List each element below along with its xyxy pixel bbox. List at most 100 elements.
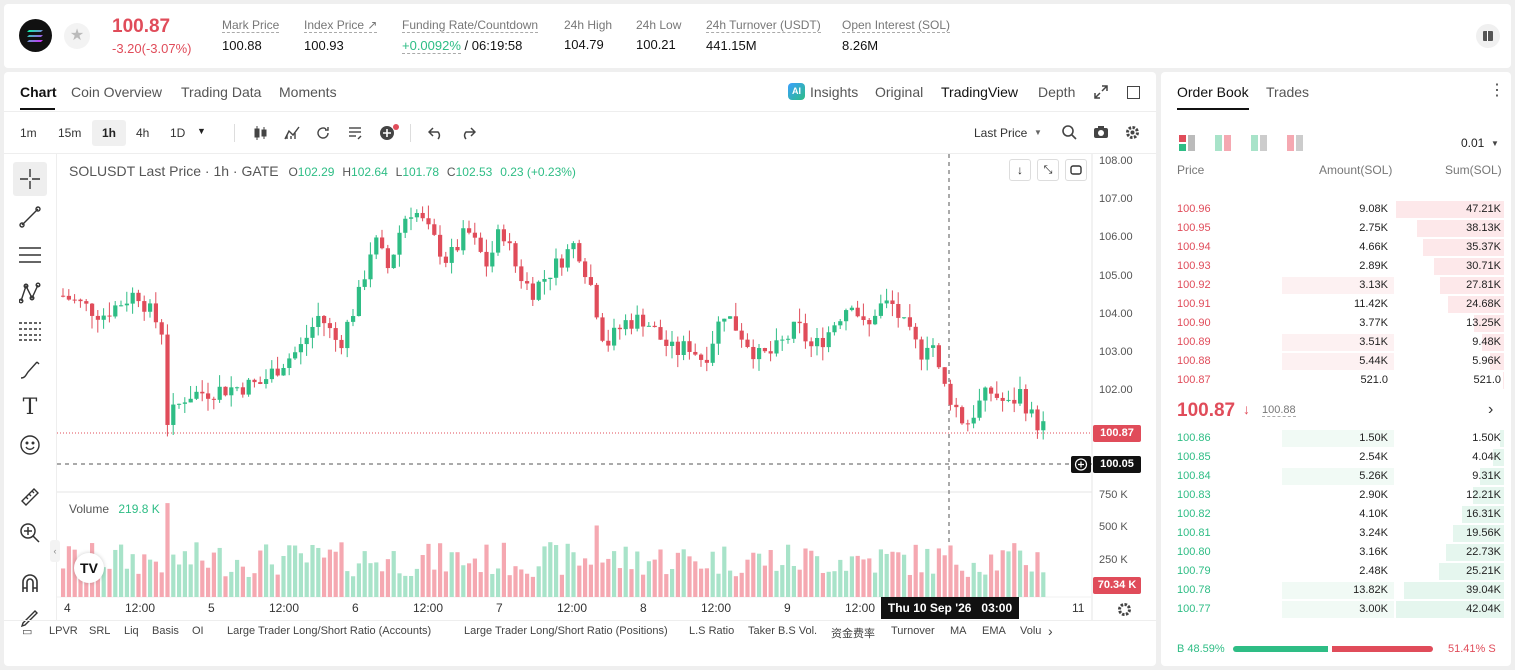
indicators-icon[interactable] (284, 125, 300, 144)
window-icon[interactable] (1127, 86, 1140, 99)
candle-type-icon[interactable] (253, 125, 269, 144)
pattern-tool-icon[interactable] (13, 276, 47, 310)
bid-row[interactable]: 100.80 3.16K 22.73K (1172, 543, 1504, 562)
pencil-lock-tool-icon[interactable] (13, 605, 47, 631)
indicator-shortcut[interactable]: Basis (152, 625, 179, 637)
indicator-shortcut[interactable]: L.S Ratio (689, 625, 735, 637)
templates-icon[interactable] (347, 125, 363, 144)
indicator-shortcut[interactable]: Liq (124, 625, 139, 637)
ask-row[interactable]: 100.89 3.51K 9.48K (1172, 333, 1504, 352)
view-buys-icon[interactable] (1215, 135, 1231, 154)
add-alert-icon[interactable] (379, 124, 399, 145)
bid-row[interactable]: 100.82 4.10K 16.31K (1172, 505, 1504, 524)
emoji-tool-icon[interactable] (13, 428, 47, 462)
text-tool-icon[interactable]: T (22, 394, 38, 420)
indicator-shortcut[interactable]: Turnover (891, 625, 935, 637)
indicator-shortcut[interactable]: Volu (1020, 625, 1042, 637)
tab-depth[interactable]: Depth (1038, 84, 1076, 100)
collapse-legend-icon[interactable]: ⤡ (1037, 159, 1059, 181)
stat-open-interest[interactable]: Open Interest (SOL) 8.26M (842, 18, 951, 53)
bid-row[interactable]: 100.84 5.26K 9.31K (1172, 467, 1504, 486)
trend-line-tool-icon[interactable] (13, 200, 47, 234)
scroll-to-bottom-icon[interactable]: ↓ (1009, 159, 1031, 181)
indicator-grid-icon[interactable]: ▭ (22, 626, 33, 638)
indicator-scroll-right-icon[interactable]: › (1048, 623, 1053, 639)
ask-row[interactable]: 100.95 2.75K 38.13K (1172, 219, 1504, 238)
bid-row[interactable]: 100.83 2.90K 12.21K (1172, 486, 1504, 505)
ask-row[interactable]: 100.91 11.42K 24.68K (1172, 295, 1504, 314)
stat-funding-rate[interactable]: Funding Rate/Countdown +0.0092% / 06:19:… (402, 18, 539, 54)
indicator-shortcut[interactable]: 资金费率 (831, 628, 875, 640)
bid-row[interactable]: 100.78 13.82K 39.04K (1172, 581, 1504, 600)
ask-row[interactable]: 100.96 9.08K 47.21K (1172, 200, 1504, 219)
orderbook-menu-icon[interactable]: ⋮ (1489, 82, 1505, 99)
ask-row[interactable]: 100.90 3.77K 13.25K (1172, 314, 1504, 333)
indicator-shortcut[interactable]: Large Trader Long/Short Ratio (Positions… (464, 625, 668, 637)
tab-trades[interactable]: Trades (1266, 84, 1310, 100)
indicator-shortcut[interactable]: EMA (982, 625, 1006, 637)
fib-tool-icon[interactable] (13, 314, 47, 348)
interval-dropdown-icon[interactable]: ▼ (197, 126, 206, 136)
search-icon[interactable] (1062, 125, 1077, 143)
interval-4h[interactable]: 4h (136, 126, 150, 140)
interval-1d[interactable]: 1D (170, 126, 186, 140)
ask-row[interactable]: 100.92 3.13K 27.81K (1172, 276, 1504, 295)
stat-24h-turnover[interactable]: 24h Turnover (USDT) 441.15M (706, 18, 821, 53)
view-sells-only-icon[interactable] (1287, 135, 1303, 154)
bid-row[interactable]: 100.79 2.48K 25.21K (1172, 562, 1504, 581)
zoom-in-tool-icon[interactable] (13, 516, 47, 550)
bid-row[interactable]: 100.86 1.50K 1.50K (1172, 429, 1504, 448)
undo-icon[interactable] (427, 126, 444, 143)
interval-15m[interactable]: 15m (58, 126, 82, 140)
tab-original[interactable]: Original (875, 84, 924, 100)
indicator-shortcut[interactable]: OI (192, 625, 204, 637)
bid-row[interactable]: 100.77 3.00K 42.04K (1172, 600, 1504, 619)
interval-1h-active[interactable]: 1h (92, 120, 126, 146)
book-icon[interactable] (1476, 24, 1500, 48)
candlestick-chart[interactable] (57, 154, 1154, 620)
tab-insights[interactable]: Insights (810, 84, 859, 100)
time-axis-settings-icon[interactable] (1117, 602, 1132, 620)
compare-icon[interactable] (315, 125, 331, 144)
interval-1m[interactable]: 1m (20, 126, 37, 140)
more-chevron-icon[interactable]: › (1488, 401, 1494, 418)
expand-icon[interactable] (1093, 84, 1109, 100)
view-both-icon[interactable] (1179, 135, 1195, 154)
price-type-select[interactable]: Last Price (974, 126, 1028, 140)
indicator-shortcut[interactable]: MA (950, 625, 967, 637)
view-buys-only-icon[interactable] (1251, 135, 1267, 154)
favorite-star-icon[interactable]: ★ (64, 23, 90, 49)
indicator-shortcut[interactable]: LPVR (49, 625, 78, 637)
maximize-pane-icon[interactable] (1065, 159, 1087, 181)
stat-index-price[interactable]: Index Price ↗ 100.93 (304, 18, 378, 53)
bid-row[interactable]: 100.81 3.24K 19.56K (1172, 524, 1504, 543)
indicator-shortcut[interactable]: Taker B.S Vol. (748, 625, 818, 637)
magnet-tool-icon[interactable] (13, 567, 47, 601)
horizontal-lines-tool-icon[interactable] (13, 238, 47, 272)
ruler-tool-icon[interactable] (13, 480, 47, 514)
precision-select[interactable]: 0.01 (1461, 136, 1485, 150)
indicator-shortcut[interactable]: SRL (89, 625, 111, 637)
bid-row[interactable]: 100.85 2.54K 4.04K (1172, 448, 1504, 467)
collapse-tools-arrow-icon[interactable]: ‹ (50, 540, 60, 562)
ask-row[interactable]: 100.94 4.66K 35.37K (1172, 238, 1504, 257)
tab-order-book[interactable]: Order Book (1177, 84, 1249, 100)
crosshair-add-icon[interactable] (1071, 456, 1091, 473)
brush-tool-icon[interactable] (13, 352, 47, 386)
stat-mark-price[interactable]: Mark Price 100.88 (222, 18, 280, 53)
crosshair-tool-icon[interactable] (13, 162, 47, 196)
redo-icon[interactable] (460, 126, 477, 143)
ask-row[interactable]: 100.93 2.89K 30.71K (1172, 257, 1504, 276)
price-type-chevron-icon[interactable]: ▼ (1034, 128, 1042, 137)
tab-moments[interactable]: Moments (279, 84, 337, 100)
tab-coin-overview[interactable]: Coin Overview (71, 84, 163, 100)
settings-gear-icon[interactable] (1125, 125, 1140, 143)
precision-chevron-icon[interactable]: ▼ (1491, 139, 1499, 148)
indicator-shortcut[interactable]: Large Trader Long/Short Ratio (Accounts) (227, 625, 432, 637)
tab-chart[interactable]: Chart (20, 84, 57, 100)
ask-row[interactable]: 100.87 521.0 521.0 (1172, 371, 1504, 390)
tab-tradingview[interactable]: TradingView (941, 84, 1019, 100)
camera-icon[interactable] (1093, 125, 1109, 142)
ask-row[interactable]: 100.88 5.44K 5.96K (1172, 352, 1504, 371)
tab-trading-data[interactable]: Trading Data (181, 84, 262, 100)
